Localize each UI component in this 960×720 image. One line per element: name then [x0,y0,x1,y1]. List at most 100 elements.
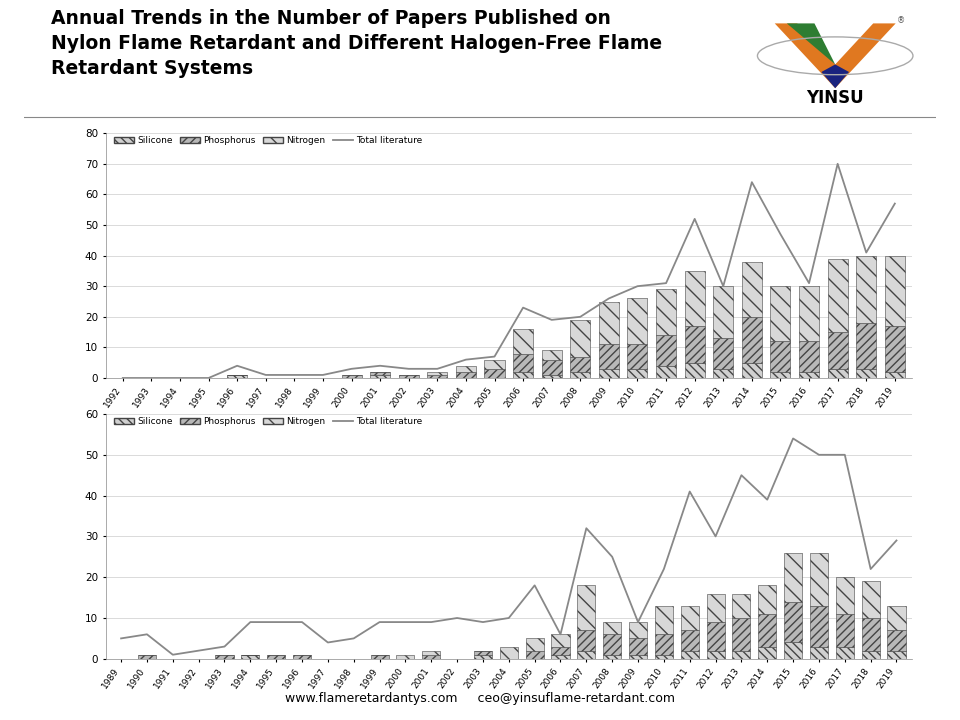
Bar [836,614,853,647]
Total literature [219,642,230,651]
Total literature [346,364,357,373]
Bar [599,369,619,378]
Bar [525,651,543,659]
Total literature [684,487,695,496]
Bar [456,372,476,378]
Bar [655,634,673,654]
Total literature [555,630,566,639]
Bar [861,651,879,659]
Bar [828,332,848,369]
Bar [138,654,156,659]
Total literature [146,374,157,382]
Bar [599,302,619,344]
Total literature [432,364,444,373]
Total literature [659,564,670,573]
Total literature [607,552,618,561]
Total literature [632,282,643,291]
Bar [628,299,647,344]
Total literature [603,294,614,302]
Bar [656,289,676,336]
Total literature [231,361,243,370]
Bar [681,630,699,651]
Total literature [203,374,214,382]
Total literature [517,303,529,312]
Bar [799,372,819,378]
Bar [513,354,533,372]
Bar [758,614,777,647]
Total literature [735,471,747,480]
Bar [603,654,621,659]
Bar [828,258,848,332]
Bar [474,651,492,654]
Bar [655,606,673,634]
Bar [885,256,905,326]
Bar [551,654,569,659]
Bar [742,262,762,317]
Bar [570,372,590,378]
Bar [771,286,790,341]
Bar [513,372,533,378]
Bar [684,271,705,326]
Total literature [489,352,500,361]
Bar [629,639,647,654]
Polygon shape [775,24,896,89]
Bar [599,344,619,369]
Total literature [813,451,825,459]
Bar [707,651,725,659]
Bar [713,287,733,338]
Total literature [761,495,773,504]
Bar [713,338,733,369]
Text: (a): (a) [500,451,517,464]
Total literature [709,532,721,541]
Bar [656,335,676,366]
Bar [577,585,595,630]
Total literature [832,160,844,168]
Line: Total literature: Total literature [121,438,897,654]
Bar [241,654,259,659]
Total literature [865,564,876,573]
Total literature [717,282,729,291]
Bar [810,647,828,659]
Bar [684,363,705,378]
Line: Total literature: Total literature [123,164,895,378]
Total literature [891,536,902,545]
Bar [427,372,447,375]
Bar [342,375,362,378]
Total literature [193,647,204,655]
Bar [398,375,419,378]
Bar [603,634,621,654]
Total literature [746,178,757,186]
Bar [456,366,476,372]
Bar [371,654,389,659]
Total literature [860,248,872,257]
Bar [828,369,848,378]
Bar [856,323,876,369]
Total literature [477,618,489,626]
Total literature [245,618,256,626]
Bar [422,651,441,654]
Bar [732,618,751,651]
Total literature [529,581,540,590]
Bar [810,606,828,647]
Total literature [348,634,359,643]
Bar [628,344,647,369]
Bar [861,581,879,618]
Bar [577,630,595,651]
Bar [758,647,777,659]
Bar [707,593,725,622]
Bar [771,341,790,372]
Bar [371,375,390,378]
Bar [655,654,673,659]
Bar [474,654,492,659]
Total literature [373,618,385,626]
Bar [570,356,590,372]
Bar [707,622,725,651]
Bar [656,366,676,378]
Bar [742,363,762,378]
Bar [799,341,819,372]
Total literature [633,618,644,626]
Bar [551,634,569,647]
Bar [885,326,905,372]
Bar [799,286,819,341]
Total literature [115,634,127,643]
